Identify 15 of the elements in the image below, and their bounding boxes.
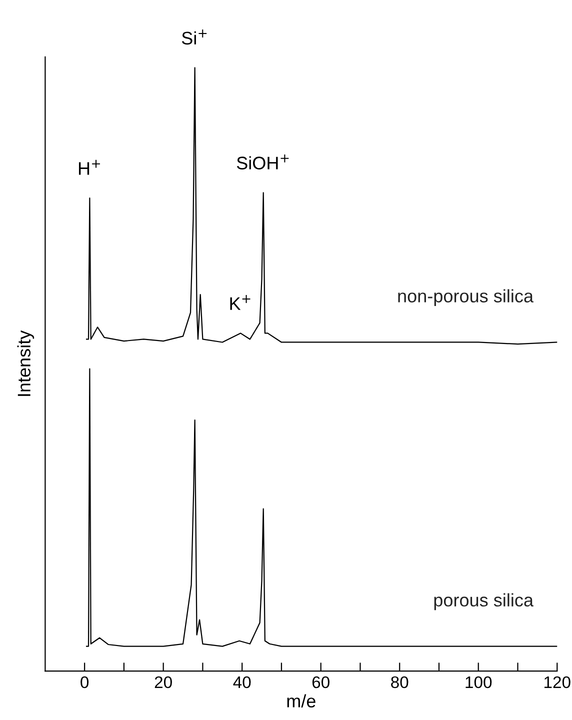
x-tick-label: 120 xyxy=(544,676,570,688)
x-tick-label: 60 xyxy=(312,676,330,688)
annotation: K$^{+}$ xyxy=(230,295,250,310)
annotation: H$^{+}$ xyxy=(78,160,100,175)
y-axis-title: Intensity xyxy=(17,330,34,396)
x-tick-label: 80 xyxy=(391,676,408,688)
text: porous silica xyxy=(434,593,534,610)
x-axis-title: m/e xyxy=(287,694,316,708)
x-tick-label: 0 xyxy=(80,676,89,688)
text: non-porous silica xyxy=(398,289,534,306)
annotation: SiOH$^{+}$ xyxy=(236,154,289,170)
x-tick-label: 40 xyxy=(233,676,251,688)
x-tick-label: 20 xyxy=(154,676,172,688)
x-tick-label: 100 xyxy=(466,676,492,688)
annotation: Si$^{+}$ xyxy=(182,30,207,45)
